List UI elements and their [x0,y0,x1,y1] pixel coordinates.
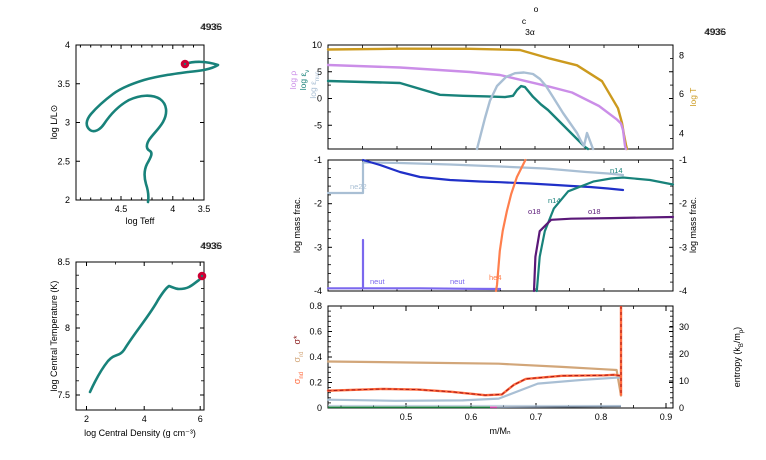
svg-text:0.7: 0.7 [530,412,543,422]
svg-text:log L/L⊙: log L/L⊙ [49,105,59,140]
svg-text:-3: -3 [314,242,322,252]
svg-text:4: 4 [65,40,70,50]
svg-text:-5: -5 [314,120,322,130]
svg-text:8.5: 8.5 [57,257,70,267]
svg-text:σ*: σ* [292,335,302,345]
svg-text:7.5: 7.5 [57,390,70,400]
svg-text:o: o [534,4,539,14]
svg-text:8: 8 [679,51,684,61]
svg-text:neut: neut [450,277,466,286]
svg-text:6: 6 [679,89,684,99]
svg-text:6: 6 [198,414,203,424]
svg-text:m/Mₙ: m/Mₙ [489,426,510,436]
svg-text:o18: o18 [528,207,541,216]
svg-text:0: 0 [679,403,684,413]
svg-text:0.2: 0.2 [309,378,322,388]
svg-text:-2: -2 [314,199,322,209]
svg-text:n14: n14 [610,166,623,175]
svg-text:10: 10 [679,376,689,386]
svg-text:10: 10 [312,40,322,50]
svg-text:o18: o18 [588,207,601,216]
svg-text:-4: -4 [314,286,322,296]
svg-text:4.5: 4.5 [115,204,128,214]
svg-text:log T: log T [688,88,698,107]
svg-text:-2: -2 [679,199,687,209]
svg-text:log ρ: log ρ [288,71,298,90]
svg-text:log mass frac.: log mass frac. [688,197,698,253]
svg-text:4935: 4935 [200,241,221,252]
svg-text:4: 4 [679,128,684,138]
svg-text:4: 4 [142,414,147,424]
svg-text:0.4: 0.4 [309,352,322,362]
svg-text:0: 0 [317,403,322,413]
svg-text:0.5: 0.5 [400,412,413,422]
svg-text:3.5: 3.5 [57,79,70,89]
svg-text:neut: neut [370,277,386,286]
svg-text:-4: -4 [679,286,687,296]
svg-text:0.8: 0.8 [595,412,608,422]
svg-text:-1: -1 [314,155,322,165]
svg-text:0.6: 0.6 [309,327,322,337]
svg-text:2: 2 [65,195,70,205]
svg-text:-3: -3 [679,242,687,252]
svg-text:log Teff: log Teff [126,216,155,226]
svg-text:0.6: 0.6 [465,412,478,422]
svg-text:log Central Density (g cm⁻³): log Central Density (g cm⁻³) [84,428,196,438]
svg-text:-1: -1 [679,155,687,165]
svg-text:3α: 3α [525,27,535,37]
svg-text:4935: 4935 [200,22,221,33]
svg-text:he4: he4 [489,273,502,282]
svg-text:log Central Temperature (K): log Central Temperature (K) [49,281,59,392]
svg-text:20: 20 [679,349,689,359]
svg-text:30: 30 [679,322,689,332]
svg-text:0.9: 0.9 [660,412,673,422]
svg-text:4935: 4935 [704,27,725,38]
svg-text:log mass frac.: log mass frac. [292,197,302,253]
svg-text:2: 2 [84,414,89,424]
svg-text:ne22: ne22 [350,182,367,191]
svg-text:3: 3 [65,118,70,128]
svg-text:3.5: 3.5 [198,204,211,214]
svg-text:8: 8 [65,323,70,333]
svg-text:n14: n14 [548,196,561,205]
svg-text:2.5: 2.5 [57,156,70,166]
svg-text:0.8: 0.8 [309,301,322,311]
svg-text:4: 4 [170,204,175,214]
